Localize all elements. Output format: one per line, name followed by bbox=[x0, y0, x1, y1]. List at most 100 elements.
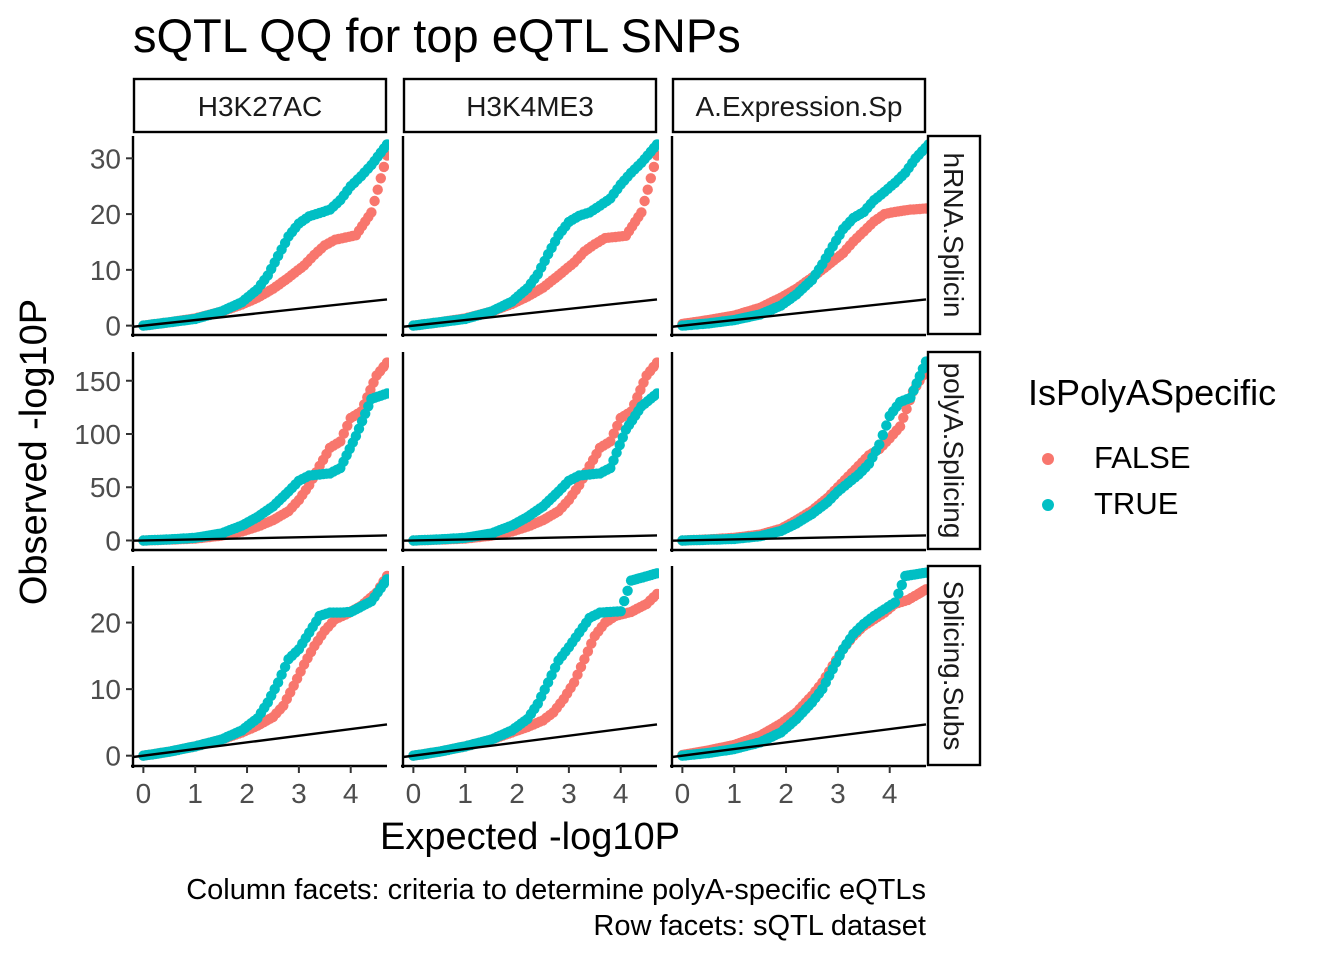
x-tick-label: 0 bbox=[136, 778, 152, 809]
col-strip-label: H3K27AC bbox=[198, 91, 323, 122]
col-strip-1: H3K27AC bbox=[132, 77, 388, 134]
point-true bbox=[276, 669, 287, 680]
legend-title: IsPolyASpecific bbox=[1028, 372, 1277, 413]
point-true bbox=[381, 139, 389, 150]
point-true bbox=[877, 429, 888, 441]
point-true bbox=[896, 579, 907, 591]
point-false bbox=[651, 357, 659, 368]
point-false bbox=[645, 173, 656, 184]
x-tick-label: 3 bbox=[561, 778, 577, 809]
point-false bbox=[568, 677, 580, 688]
legend-key-true bbox=[1042, 499, 1054, 511]
panel-1-3 bbox=[670, 136, 928, 337]
point-false bbox=[369, 195, 380, 207]
panel-3-3 bbox=[670, 566, 928, 768]
point-false bbox=[572, 669, 583, 680]
point-false bbox=[642, 184, 653, 195]
reference-line bbox=[672, 723, 927, 759]
y-tick-label: 10 bbox=[90, 674, 121, 705]
x-tick-label: 2 bbox=[239, 778, 255, 809]
point-false bbox=[375, 173, 386, 184]
col-strip-3: A.Expression.Sp bbox=[671, 77, 927, 134]
y-tick-label: 0 bbox=[105, 525, 121, 556]
point-false bbox=[894, 421, 906, 432]
legend-label-true: TRUE bbox=[1094, 486, 1179, 521]
x-tick-label: 2 bbox=[509, 778, 525, 809]
point-true bbox=[874, 439, 885, 450]
y-tick-label: 0 bbox=[105, 311, 121, 342]
point-true bbox=[619, 595, 630, 607]
col-strip-label: A.Expression.Sp bbox=[696, 91, 903, 122]
panel-2-1 bbox=[131, 352, 389, 552]
y-tick-label: 100 bbox=[74, 419, 121, 450]
x-tick-label: 1 bbox=[187, 778, 203, 809]
point-true bbox=[893, 588, 904, 599]
point-true bbox=[615, 606, 626, 617]
row-strip-2: polyA.Splicing bbox=[926, 350, 982, 551]
x-tick-label: 3 bbox=[291, 778, 307, 809]
point-false bbox=[605, 436, 616, 447]
reference-line bbox=[672, 298, 927, 328]
row-strip-label: polyA.Splicing bbox=[938, 363, 969, 539]
point-false bbox=[579, 654, 590, 665]
point-true bbox=[651, 139, 659, 150]
x-tick-label: 4 bbox=[343, 778, 359, 809]
reference-line bbox=[133, 298, 388, 328]
point-true bbox=[881, 420, 892, 431]
col-strip-2: H3K4ME3 bbox=[402, 77, 658, 134]
point-false bbox=[612, 420, 623, 431]
legend: IsPolyASpecific FALSE TRUE bbox=[1028, 372, 1276, 532]
panel-1-1 bbox=[131, 136, 389, 337]
x-tick-label: 4 bbox=[613, 778, 629, 809]
reference-line bbox=[133, 723, 388, 759]
point-false bbox=[338, 428, 349, 439]
reference-line bbox=[403, 298, 658, 328]
point-true bbox=[272, 677, 284, 688]
point-true bbox=[889, 597, 901, 608]
caption-line-1: Column facets: criteria to determine pol… bbox=[186, 874, 926, 906]
point-false bbox=[898, 412, 909, 423]
reference-line bbox=[403, 723, 658, 759]
panel-3-1 bbox=[131, 566, 389, 768]
point-false bbox=[920, 584, 928, 595]
point-true bbox=[920, 356, 928, 367]
x-tick-label: 0 bbox=[406, 778, 422, 809]
panel-3-2 bbox=[401, 566, 659, 768]
col-strip-label: H3K4ME3 bbox=[466, 91, 594, 122]
row-strip-label: hRNA.Splicin bbox=[938, 153, 969, 318]
panel-2-2 bbox=[401, 352, 659, 552]
point-false bbox=[901, 403, 912, 415]
x-tick-label: 1 bbox=[726, 778, 742, 809]
point-true bbox=[622, 585, 633, 596]
y-tick-label: 20 bbox=[90, 608, 121, 639]
point-false bbox=[335, 436, 346, 447]
point-false bbox=[651, 588, 659, 600]
x-tick-label: 0 bbox=[675, 778, 691, 809]
y-tick-label: 0 bbox=[105, 741, 121, 772]
point-false bbox=[608, 428, 619, 439]
point-false bbox=[636, 207, 647, 218]
y-tick-label: 20 bbox=[90, 199, 121, 230]
reference-line bbox=[403, 534, 658, 542]
legend-item-false: FALSE bbox=[1028, 440, 1276, 486]
point-false bbox=[648, 161, 659, 173]
reference-line bbox=[672, 534, 927, 542]
panel-2-3 bbox=[670, 352, 928, 552]
x-axis-title: Expected -log10P bbox=[380, 816, 680, 858]
y-tick-label: 150 bbox=[74, 366, 121, 397]
reference-line bbox=[133, 534, 388, 542]
y-tick-label: 50 bbox=[90, 472, 121, 503]
point-true bbox=[651, 388, 659, 399]
point-false bbox=[639, 195, 650, 207]
caption: Column facets: criteria to determine pol… bbox=[186, 872, 926, 944]
y-tick-label: 10 bbox=[90, 255, 121, 286]
point-true bbox=[381, 574, 389, 585]
point-false bbox=[378, 161, 389, 173]
chart-title: sQTL QQ for top eQTL SNPs bbox=[133, 9, 741, 62]
row-strip-3: Splicing.Subs bbox=[926, 564, 982, 767]
y-axis-title: Observed -log10P bbox=[13, 299, 55, 605]
point-true bbox=[381, 388, 389, 399]
x-tick-label: 1 bbox=[457, 778, 473, 809]
caption-line-2: Row facets: sQTL dataset bbox=[593, 910, 926, 942]
